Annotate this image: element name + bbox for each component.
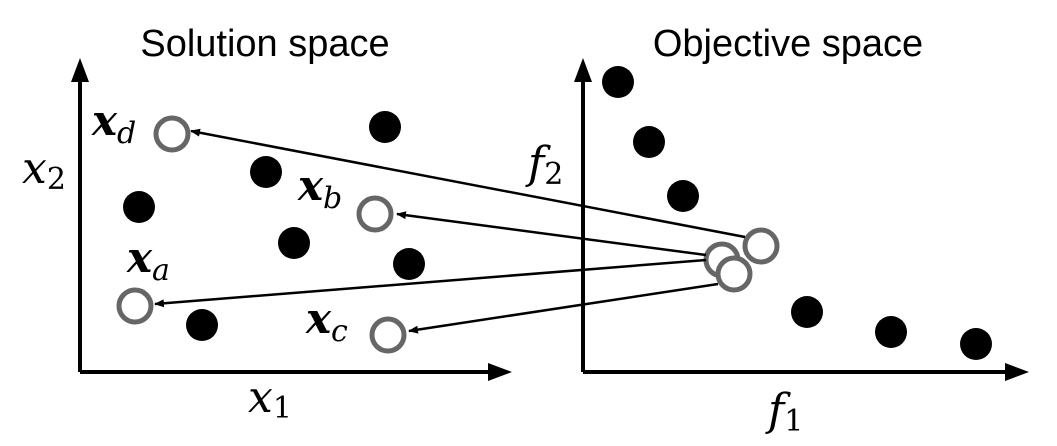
hollow-point-xd: [153, 115, 191, 153]
hollow-point-objective: [715, 255, 753, 293]
objective-space-title: Objective space: [653, 23, 923, 65]
solution-space-title: Solution space: [140, 23, 389, 65]
hollow-point-xb: [356, 195, 394, 233]
filled-point: [369, 111, 401, 143]
filled-point: [393, 248, 425, 280]
filled-point: [667, 180, 699, 212]
objective-space-filled-points: [602, 66, 992, 360]
f1-axis-label: f1: [765, 385, 803, 439]
label-xd: xd: [91, 96, 136, 151]
hollow-point-objective: [742, 227, 780, 265]
filled-point: [123, 191, 155, 223]
f2-axis-label: f2: [525, 138, 563, 192]
filled-point: [186, 309, 218, 341]
filled-point: [278, 227, 310, 259]
hollow-point-xa: [116, 287, 154, 325]
label-xc: xc: [305, 294, 348, 349]
filled-point: [602, 66, 634, 98]
solution-space-axes: [71, 58, 512, 381]
hollow-point-xc: [369, 316, 407, 354]
arrow-to-xd: [190, 128, 746, 239]
solution-space-hollow-points: [116, 115, 407, 354]
x2-axis-label: x2: [22, 143, 66, 197]
arrow-to-xb: [396, 211, 707, 257]
objective-space-axes: [574, 58, 1029, 381]
objective-space-hollow-points: [703, 227, 780, 293]
filled-point: [250, 156, 282, 188]
label-xa: xa: [126, 233, 170, 288]
arrow-to-xc: [408, 282, 719, 334]
mapping-arrows: [154, 128, 746, 334]
label-xb: xb: [297, 161, 342, 216]
filled-point: [960, 328, 992, 360]
filled-point: [875, 316, 907, 348]
filled-point: [791, 296, 823, 328]
filled-point: [633, 126, 665, 158]
x1-axis-label: x1: [248, 372, 292, 426]
arrow-to-xa: [154, 258, 707, 308]
solution-space-filled-points: [123, 111, 425, 341]
